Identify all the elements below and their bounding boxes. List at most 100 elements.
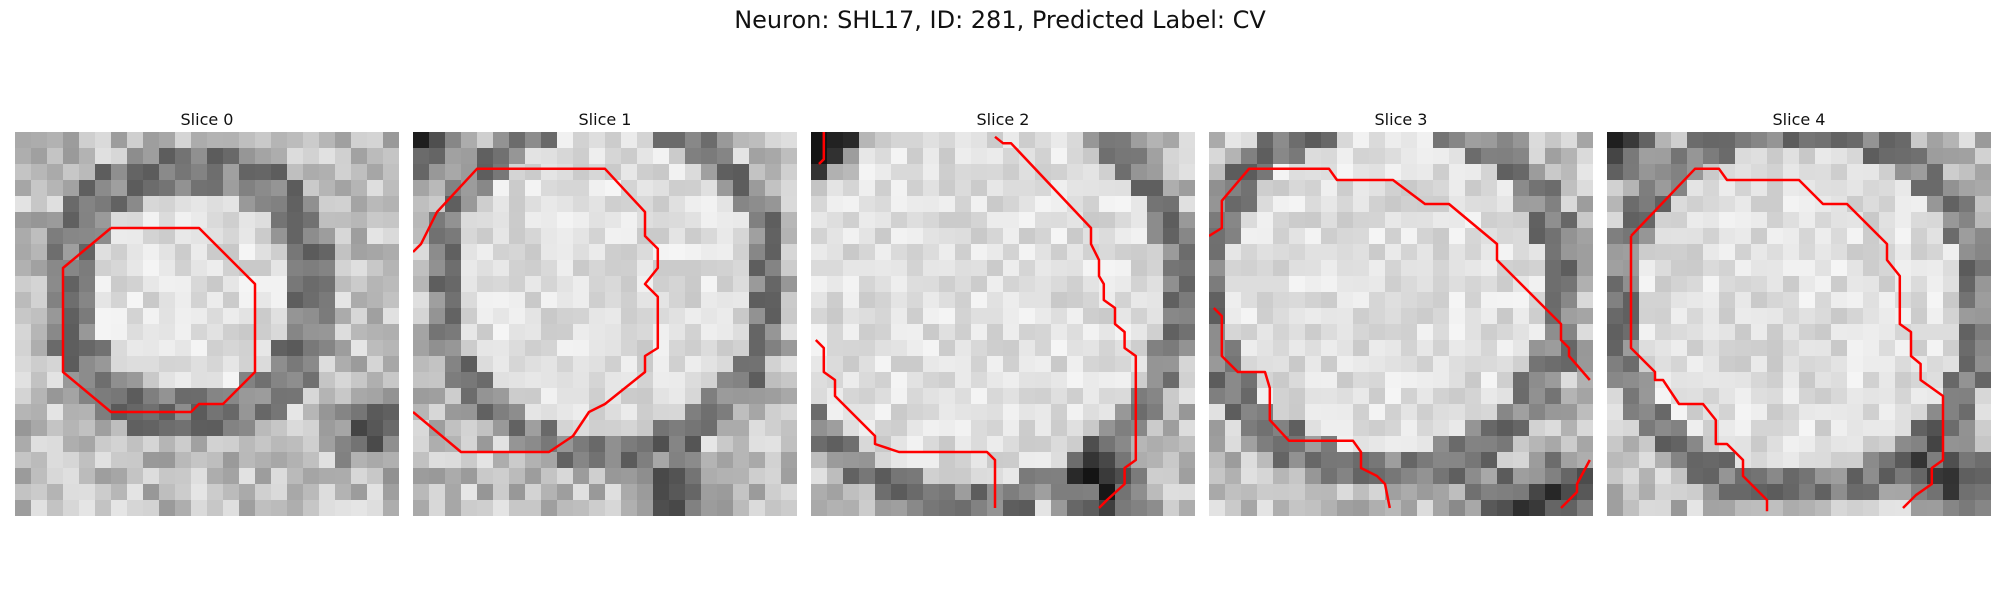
contour-line: [1560, 459, 1591, 509]
pixel: [1289, 484, 1306, 501]
pixel: [1401, 148, 1418, 165]
pixel: [859, 468, 876, 485]
pixel: [1433, 180, 1450, 197]
pixel: [1719, 228, 1736, 245]
pixel: [1577, 308, 1593, 325]
pixel: [1401, 292, 1418, 309]
pixel: [207, 484, 224, 501]
pixel: [637, 420, 654, 437]
pixel: [1561, 132, 1578, 149]
pixel: [445, 148, 462, 165]
pixel: [733, 484, 750, 501]
pixel: [271, 164, 288, 181]
pixel: [509, 164, 526, 181]
pixel: [1067, 484, 1084, 501]
pixel: [1799, 420, 1816, 437]
pixel: [1687, 436, 1704, 453]
pixel: [383, 260, 399, 277]
pixel: [1099, 212, 1116, 229]
pixel: [1513, 356, 1530, 373]
pixel: [923, 132, 940, 149]
pixel: [79, 372, 96, 389]
pixel: [939, 308, 956, 325]
pixel: [1815, 308, 1832, 325]
pixel: [1035, 148, 1052, 165]
pixel: [891, 212, 908, 229]
pixel: [111, 468, 128, 485]
pixel: [541, 404, 558, 421]
pixel: [477, 148, 494, 165]
pixel: [1703, 148, 1720, 165]
pixel: [717, 228, 734, 245]
pixel: [605, 308, 622, 325]
pixel: [685, 452, 702, 469]
pixel: [1481, 276, 1498, 293]
pixel: [1225, 356, 1242, 373]
pixel: [367, 404, 384, 421]
pixel: [1305, 212, 1322, 229]
pixel: [1465, 164, 1482, 181]
pixel: [1895, 420, 1912, 437]
pixel: [971, 148, 988, 165]
pixel: [1847, 276, 1864, 293]
pixel: [1735, 228, 1752, 245]
pixel: [1321, 404, 1338, 421]
pixel: [127, 276, 144, 293]
pixel: [637, 164, 654, 181]
pixel: [429, 404, 446, 421]
pixel: [1083, 164, 1100, 181]
pixel: [1273, 260, 1290, 277]
pixel: [383, 356, 399, 373]
pixel: [1607, 148, 1624, 165]
pixel: [287, 244, 304, 261]
pixel: [367, 164, 384, 181]
pixel: [811, 308, 828, 325]
pixel: [1735, 388, 1752, 405]
pixel: [1273, 500, 1290, 516]
pixel: [1209, 164, 1226, 181]
pixel: [685, 164, 702, 181]
pixel: [653, 324, 670, 341]
pixel: [1639, 484, 1656, 501]
pixel: [255, 404, 272, 421]
pixel: [15, 420, 32, 437]
pixel: [955, 260, 972, 277]
pixel: [859, 276, 876, 293]
pixel: [1019, 388, 1036, 405]
pixel: [1305, 340, 1322, 357]
pixel: [1465, 420, 1482, 437]
pixel: [717, 132, 734, 149]
pixel: [461, 500, 478, 516]
pixel: [1019, 468, 1036, 485]
pixel: [413, 484, 430, 501]
pixel: [1067, 276, 1084, 293]
pixel: [143, 372, 160, 389]
pixel: [653, 276, 670, 293]
pixel: [1497, 484, 1514, 501]
pixel: [493, 388, 510, 405]
pixel: [175, 452, 192, 469]
pixel: [477, 484, 494, 501]
pixel: [987, 260, 1004, 277]
pixel: [1831, 132, 1848, 149]
pixel: [1289, 372, 1306, 389]
pixel: [159, 180, 176, 197]
pixel: [15, 404, 32, 421]
pixel: [351, 308, 368, 325]
pixel: [143, 468, 160, 485]
pixel: [1623, 132, 1640, 149]
pixel: [303, 324, 320, 341]
pixel: [1449, 260, 1466, 277]
pixel: [1147, 388, 1164, 405]
pixel: [1147, 308, 1164, 325]
pixel: [271, 196, 288, 213]
pixel: [1687, 260, 1704, 277]
pixel: [509, 212, 526, 229]
pixel: [1783, 468, 1800, 485]
pixel: [1433, 228, 1450, 245]
pixel: [891, 308, 908, 325]
pixel: [1449, 356, 1466, 373]
pixel: [79, 180, 96, 197]
pixel: [1369, 308, 1386, 325]
pixel: [605, 292, 622, 309]
